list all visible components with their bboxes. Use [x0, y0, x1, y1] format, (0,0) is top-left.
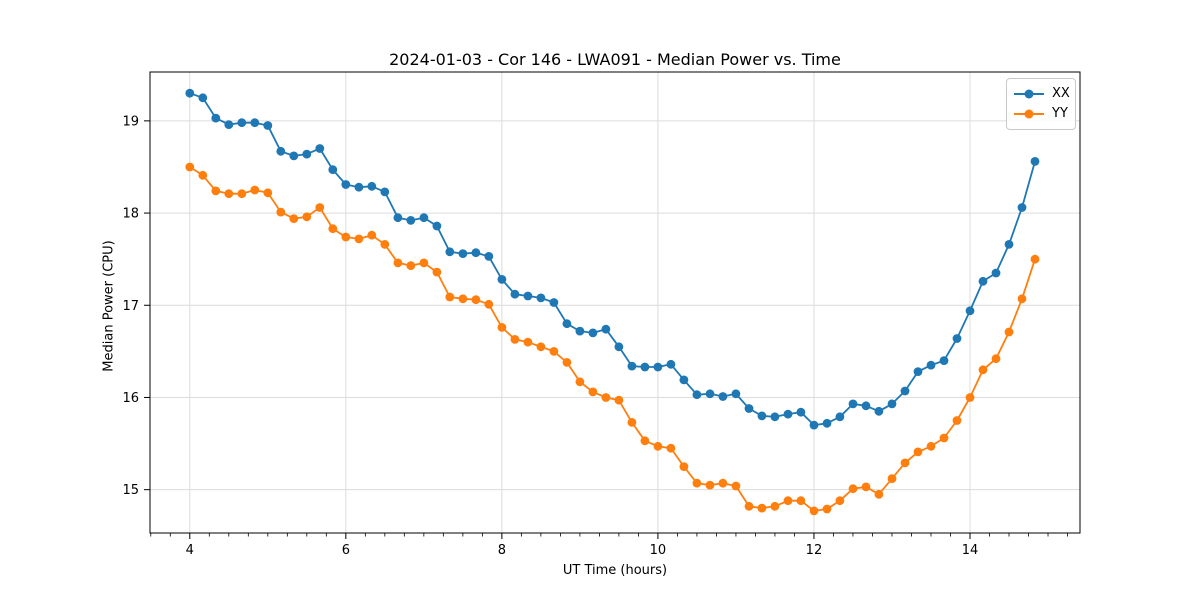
legend: XX YY — [1006, 78, 1076, 130]
svg-text:4: 4 — [186, 543, 194, 558]
y-axis-label: Median Power (CPU) — [101, 240, 117, 372]
legend-label: YY — [1052, 106, 1068, 121]
svg-text:18: 18 — [122, 207, 139, 222]
legend-marker-icon — [1024, 89, 1034, 99]
legend-item-yy: YY — [1014, 104, 1068, 124]
svg-text:19: 19 — [122, 114, 139, 129]
svg-text:6: 6 — [342, 543, 350, 558]
svg-text:12: 12 — [806, 543, 823, 558]
legend-item-xx: XX — [1014, 84, 1070, 104]
svg-text:8: 8 — [498, 543, 506, 558]
legend-line-sample-icon — [1014, 89, 1044, 99]
svg-text:15: 15 — [122, 483, 139, 498]
svg-text:10: 10 — [650, 543, 667, 558]
x-axis-label: UT Time (hours) — [562, 563, 668, 578]
svg-text:14: 14 — [962, 543, 979, 558]
svg-text:16: 16 — [122, 391, 139, 406]
chart-title: 2024-01-03 - Cor 146 - LWA091 - Median P… — [389, 50, 841, 69]
legend-marker-icon — [1024, 109, 1034, 119]
legend-label: XX — [1052, 86, 1070, 101]
legend-line-sample-icon — [1014, 109, 1044, 119]
svg-text:17: 17 — [122, 299, 139, 314]
